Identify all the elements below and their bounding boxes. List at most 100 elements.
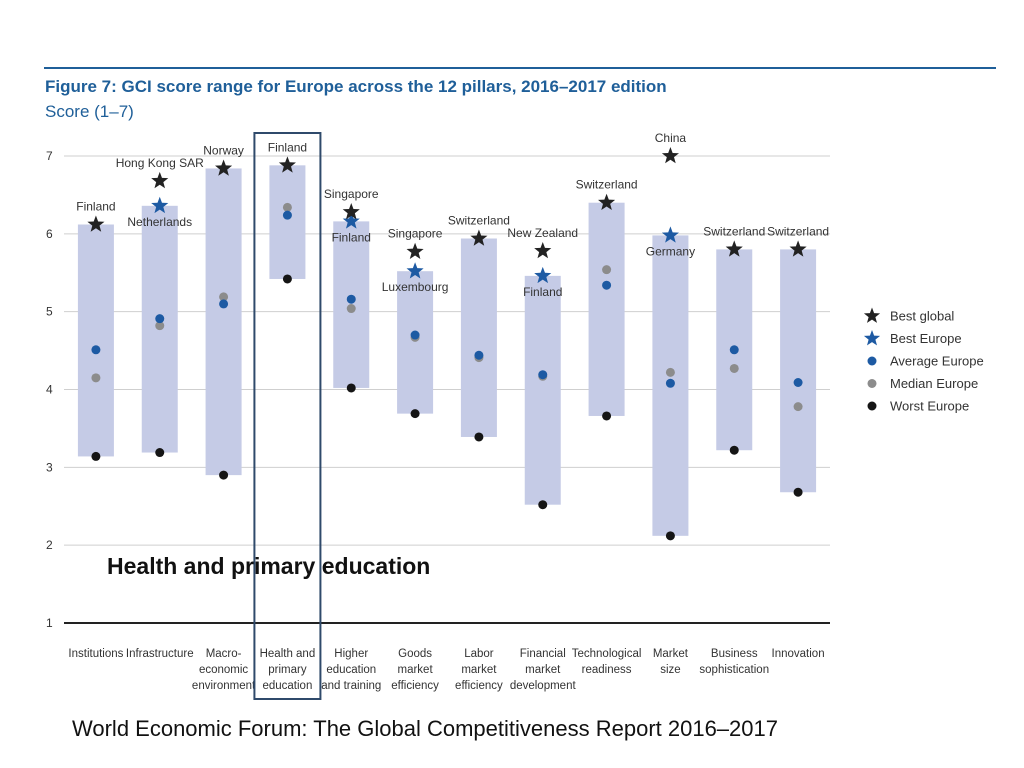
legend: Best global Best Europe Average Europe Medi… bbox=[863, 307, 984, 414]
category-label: sophistication bbox=[699, 664, 769, 676]
median-europe-point bbox=[346, 304, 356, 314]
best-global-star bbox=[789, 240, 807, 257]
best-global-star bbox=[661, 147, 679, 164]
legend-median_europe-marker bbox=[867, 379, 877, 388]
average-europe-point bbox=[602, 280, 612, 290]
category-label: Innovation bbox=[772, 648, 825, 660]
worst-europe-point bbox=[474, 432, 484, 442]
median-europe-point bbox=[91, 373, 101, 383]
legend-worst_europe-label: Worst Europe bbox=[890, 399, 969, 414]
average-europe-point bbox=[793, 377, 803, 387]
best-global-country-label: Switzerland bbox=[448, 214, 510, 228]
best-global-star bbox=[725, 240, 743, 257]
legend-median_europe-label: Median Europe bbox=[890, 376, 978, 391]
category-label: size bbox=[660, 664, 680, 676]
best-europe-star bbox=[151, 196, 169, 214]
best-global-country-label: Switzerland bbox=[767, 224, 829, 238]
y-tick-label: 1 bbox=[46, 616, 53, 630]
best-global-country-label: Singapore bbox=[324, 187, 379, 201]
top-rule bbox=[44, 67, 996, 69]
best-global-star bbox=[278, 156, 296, 173]
average-europe-point bbox=[346, 294, 356, 304]
best-global-country-label: Switzerland bbox=[576, 178, 638, 192]
range-band bbox=[77, 224, 114, 457]
range-band bbox=[269, 165, 306, 279]
category-label: Labor bbox=[464, 648, 494, 660]
average-europe-point bbox=[410, 330, 420, 340]
average-europe-point bbox=[665, 378, 675, 388]
range-band bbox=[205, 168, 242, 476]
category-label: efficiency bbox=[391, 680, 439, 692]
category-label: environment bbox=[192, 680, 256, 692]
category-label: market bbox=[461, 664, 497, 676]
worst-europe-point bbox=[538, 500, 548, 510]
best-global-country-label: Switzerland bbox=[703, 224, 765, 238]
worst-europe-point bbox=[729, 445, 739, 455]
average-europe-point bbox=[91, 345, 101, 355]
best-europe-star bbox=[661, 226, 679, 243]
category-label: Technological bbox=[572, 648, 642, 660]
source-caption: World Economic Forum: The Global Competi… bbox=[72, 716, 778, 741]
category-label: and training bbox=[321, 680, 381, 692]
best-global-country-label: Finland bbox=[268, 140, 307, 154]
best-global-country-label: Singapore bbox=[388, 227, 443, 241]
highlight-box bbox=[253, 132, 322, 700]
grid-layer bbox=[64, 155, 830, 624]
best-europe-country-label: Germany bbox=[646, 244, 695, 258]
worst-europe-point bbox=[602, 411, 612, 421]
best-global-star bbox=[151, 171, 169, 189]
median-europe-point bbox=[793, 402, 803, 412]
average-europe-point bbox=[474, 350, 484, 360]
legend-worst_europe-marker bbox=[867, 401, 877, 411]
best-global-star bbox=[342, 203, 360, 220]
best-europe-star bbox=[342, 212, 360, 229]
y-tick-label: 7 bbox=[46, 149, 53, 163]
median-europe-point bbox=[219, 292, 229, 302]
worst-europe-point bbox=[346, 383, 356, 393]
best-global-star bbox=[470, 229, 488, 246]
figure-subtitle: Score (1–7) bbox=[45, 102, 134, 121]
average-europe-point bbox=[282, 210, 292, 220]
figure-title: Figure 7: GCI score range for Europe acr… bbox=[45, 77, 667, 96]
callout-label: Health and primary education bbox=[107, 553, 431, 579]
legend-average_europe-marker bbox=[867, 356, 877, 366]
average-europe-point bbox=[155, 314, 165, 324]
range-band bbox=[588, 202, 625, 416]
median-europe-point bbox=[602, 265, 612, 275]
best-europe-country-label: Finland bbox=[332, 230, 371, 244]
category-label: market bbox=[398, 664, 434, 676]
category-label: Market bbox=[653, 648, 689, 660]
range-band bbox=[524, 275, 561, 505]
worst-europe-point bbox=[91, 451, 101, 461]
best-global-country-label: Finland bbox=[76, 199, 115, 213]
worst-europe-point bbox=[793, 487, 803, 497]
category-label: efficiency bbox=[455, 680, 503, 692]
category-label: Goods bbox=[398, 648, 432, 660]
range-band bbox=[460, 238, 497, 437]
category-label: Health and bbox=[260, 648, 316, 660]
category-label: economic bbox=[199, 664, 248, 676]
worst-europe-point bbox=[410, 409, 420, 419]
y-tick-label: 3 bbox=[46, 460, 53, 474]
y-tick-label: 6 bbox=[46, 227, 53, 241]
best-global-star bbox=[406, 242, 424, 260]
legend-best_global-marker bbox=[863, 307, 881, 323]
category-label: market bbox=[525, 664, 561, 676]
best-global-country-label: Norway bbox=[203, 143, 244, 157]
best-europe-country-label: Finland bbox=[523, 285, 562, 299]
best-global-country-label: New Zealand bbox=[507, 226, 578, 240]
category-label: readiness bbox=[582, 664, 632, 676]
best-global-star bbox=[598, 193, 616, 210]
category-label: development bbox=[510, 680, 577, 692]
average-europe-point bbox=[219, 299, 229, 309]
best-global-star bbox=[534, 241, 552, 259]
best-global-country-label: China bbox=[655, 131, 687, 145]
best-europe-star bbox=[534, 266, 552, 284]
category-label: Macro- bbox=[206, 648, 242, 660]
category-label: Financial bbox=[520, 648, 566, 660]
y-tick-label: 5 bbox=[46, 305, 53, 319]
range-band bbox=[780, 249, 817, 493]
worst-europe-point bbox=[219, 470, 229, 480]
